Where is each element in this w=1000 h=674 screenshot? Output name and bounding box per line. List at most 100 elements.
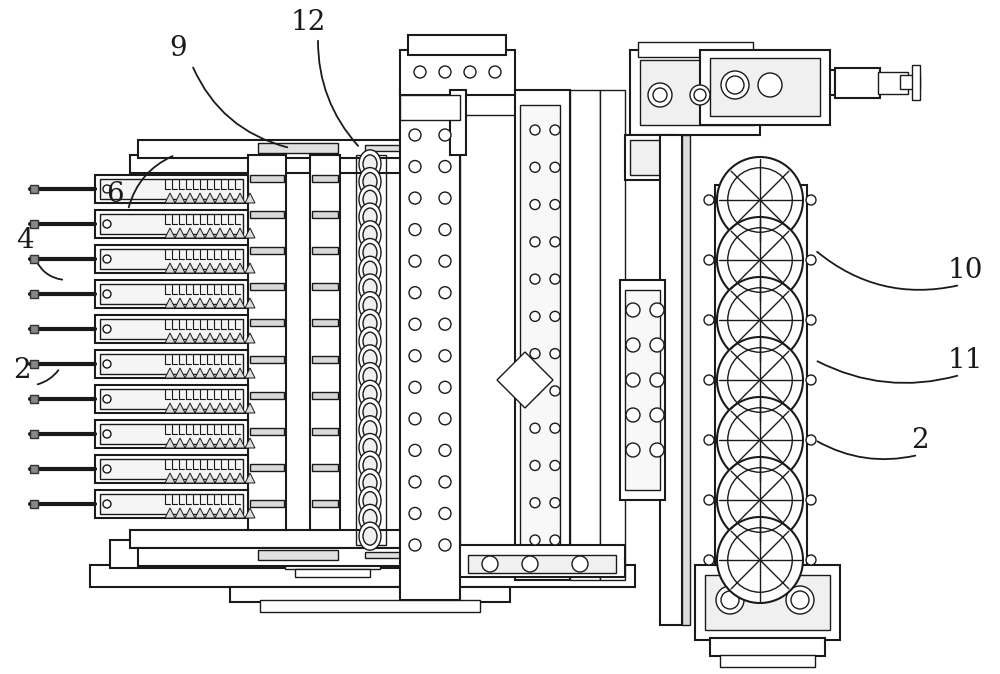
Ellipse shape <box>363 527 377 545</box>
Circle shape <box>806 315 816 325</box>
Polygon shape <box>235 438 245 448</box>
Bar <box>710 638 825 656</box>
Ellipse shape <box>363 474 377 492</box>
Polygon shape <box>205 333 215 343</box>
Circle shape <box>482 556 498 572</box>
Bar <box>250 319 284 326</box>
Circle shape <box>550 162 560 173</box>
Bar <box>600 90 625 580</box>
Bar <box>400 90 460 600</box>
Bar <box>640 60 755 125</box>
Bar <box>682 135 690 625</box>
Polygon shape <box>185 228 195 238</box>
Bar <box>250 428 284 435</box>
Polygon shape <box>185 298 195 308</box>
Bar <box>248 155 286 530</box>
Circle shape <box>550 274 560 284</box>
Bar <box>912 65 920 100</box>
Bar <box>450 90 466 155</box>
Bar <box>460 545 625 577</box>
Bar <box>710 58 820 116</box>
Bar <box>30 220 38 228</box>
Bar <box>715 185 807 580</box>
Polygon shape <box>175 333 185 343</box>
Polygon shape <box>175 228 185 238</box>
Bar <box>285 557 380 569</box>
Ellipse shape <box>363 297 377 315</box>
Ellipse shape <box>359 380 381 408</box>
Polygon shape <box>235 368 245 378</box>
Polygon shape <box>195 228 205 238</box>
Circle shape <box>717 337 803 423</box>
Polygon shape <box>235 508 245 518</box>
Polygon shape <box>235 263 245 273</box>
Circle shape <box>704 255 714 265</box>
Bar <box>620 280 665 500</box>
Circle shape <box>409 539 421 551</box>
Bar <box>100 424 243 444</box>
Polygon shape <box>195 263 205 273</box>
Polygon shape <box>245 193 255 203</box>
Ellipse shape <box>363 173 377 191</box>
Polygon shape <box>235 403 245 413</box>
Bar <box>468 555 616 573</box>
Bar <box>250 464 284 471</box>
Bar <box>100 354 243 374</box>
Circle shape <box>103 360 111 368</box>
Bar <box>95 210 248 238</box>
Bar <box>258 143 338 153</box>
Polygon shape <box>165 473 175 483</box>
Bar <box>30 430 38 438</box>
Bar <box>30 325 38 333</box>
Circle shape <box>572 556 588 572</box>
Polygon shape <box>175 403 185 413</box>
Bar <box>30 185 38 193</box>
Polygon shape <box>215 333 225 343</box>
Circle shape <box>726 76 744 94</box>
Circle shape <box>550 311 560 321</box>
Circle shape <box>626 443 640 457</box>
Bar <box>630 140 670 175</box>
Circle shape <box>550 237 560 247</box>
Polygon shape <box>225 228 235 238</box>
Bar <box>95 245 248 273</box>
Polygon shape <box>215 508 225 518</box>
Circle shape <box>530 274 540 284</box>
Ellipse shape <box>359 451 381 479</box>
Polygon shape <box>185 368 195 378</box>
Polygon shape <box>185 508 195 518</box>
Bar <box>30 395 38 403</box>
Polygon shape <box>205 438 215 448</box>
Polygon shape <box>235 228 245 238</box>
Circle shape <box>626 373 640 387</box>
Polygon shape <box>165 403 175 413</box>
Circle shape <box>653 88 667 102</box>
Ellipse shape <box>359 185 381 213</box>
Ellipse shape <box>359 327 381 355</box>
Bar <box>400 95 460 120</box>
Circle shape <box>409 476 421 488</box>
Circle shape <box>550 200 560 210</box>
Bar <box>250 175 284 182</box>
Circle shape <box>806 375 816 385</box>
Polygon shape <box>195 403 205 413</box>
Circle shape <box>717 217 803 303</box>
Circle shape <box>439 413 451 425</box>
Circle shape <box>439 539 451 551</box>
Circle shape <box>439 255 451 267</box>
Polygon shape <box>185 403 195 413</box>
Circle shape <box>721 71 749 99</box>
Circle shape <box>103 395 111 403</box>
Polygon shape <box>245 403 255 413</box>
Bar <box>100 249 243 269</box>
Bar <box>95 350 248 378</box>
Ellipse shape <box>359 504 381 532</box>
Polygon shape <box>225 263 235 273</box>
Bar <box>30 500 38 508</box>
Circle shape <box>806 435 816 445</box>
Polygon shape <box>175 193 185 203</box>
Text: 9: 9 <box>169 34 187 61</box>
Bar <box>312 392 338 398</box>
Polygon shape <box>245 228 255 238</box>
Polygon shape <box>195 508 205 518</box>
